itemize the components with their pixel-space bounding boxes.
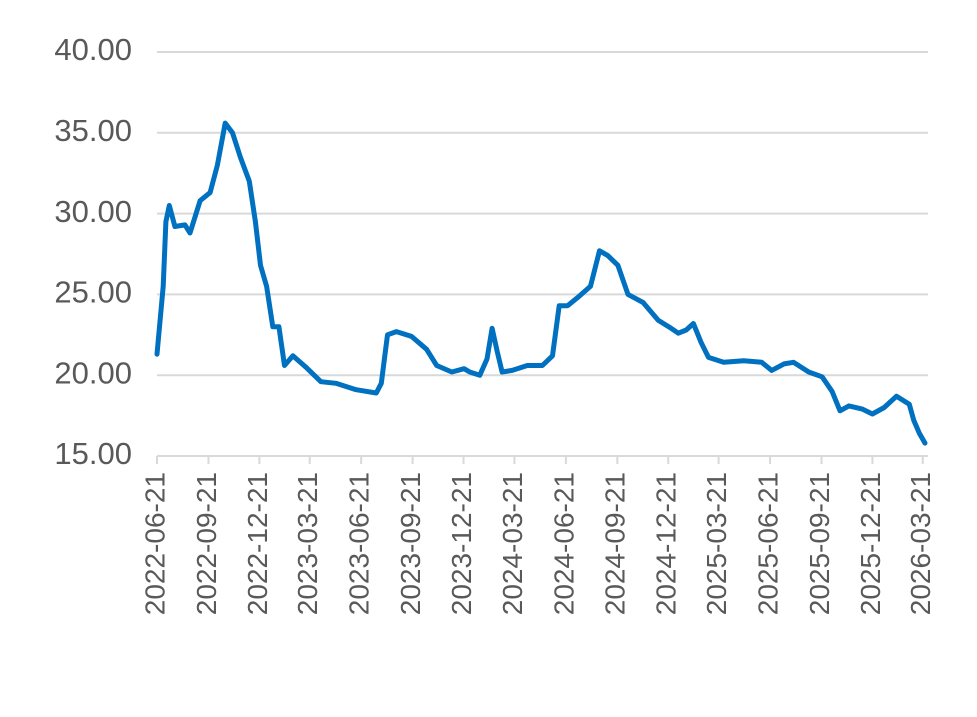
y-tick-label: 25.00 [54,275,132,310]
y-tick-label: 30.00 [54,194,132,229]
x-tick-label: 2023-09-21 [395,472,426,615]
x-tick-label: 2024-09-21 [600,472,631,615]
x-tick-label: 2025-03-21 [701,472,732,615]
x-tick-label: 2022-09-21 [191,472,222,615]
y-tick-label: 40.00 [54,32,132,67]
x-tick-label: 2022-12-21 [242,472,273,615]
x-tick-label: 2024-03-21 [497,472,528,615]
x-tick-label: 2025-12-21 [855,472,886,615]
x-tick-label: 2023-12-21 [446,472,477,615]
x-tick-label: 2024-12-21 [651,472,682,615]
y-tick-label: 20.00 [54,355,132,390]
x-tick-label: 2025-09-21 [804,472,835,615]
x-tick-label: 2025-06-21 [752,472,783,615]
x-tick-label: 2026-03-21 [905,472,936,615]
x-tick-label: 2024-06-21 [548,472,579,615]
x-tick-label: 2023-03-21 [292,472,323,615]
data-line [154,120,928,446]
y-tick-label: 35.00 [54,113,132,148]
x-tick-label: 2022-06-21 [139,472,170,615]
x-tick-label: 2023-06-21 [344,472,375,615]
y-tick-label: 15.00 [54,436,132,471]
